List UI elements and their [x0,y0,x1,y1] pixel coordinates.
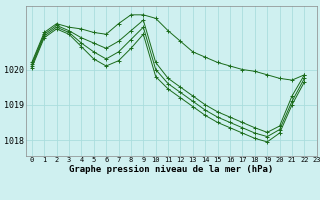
X-axis label: Graphe pression niveau de la mer (hPa): Graphe pression niveau de la mer (hPa) [69,165,273,174]
